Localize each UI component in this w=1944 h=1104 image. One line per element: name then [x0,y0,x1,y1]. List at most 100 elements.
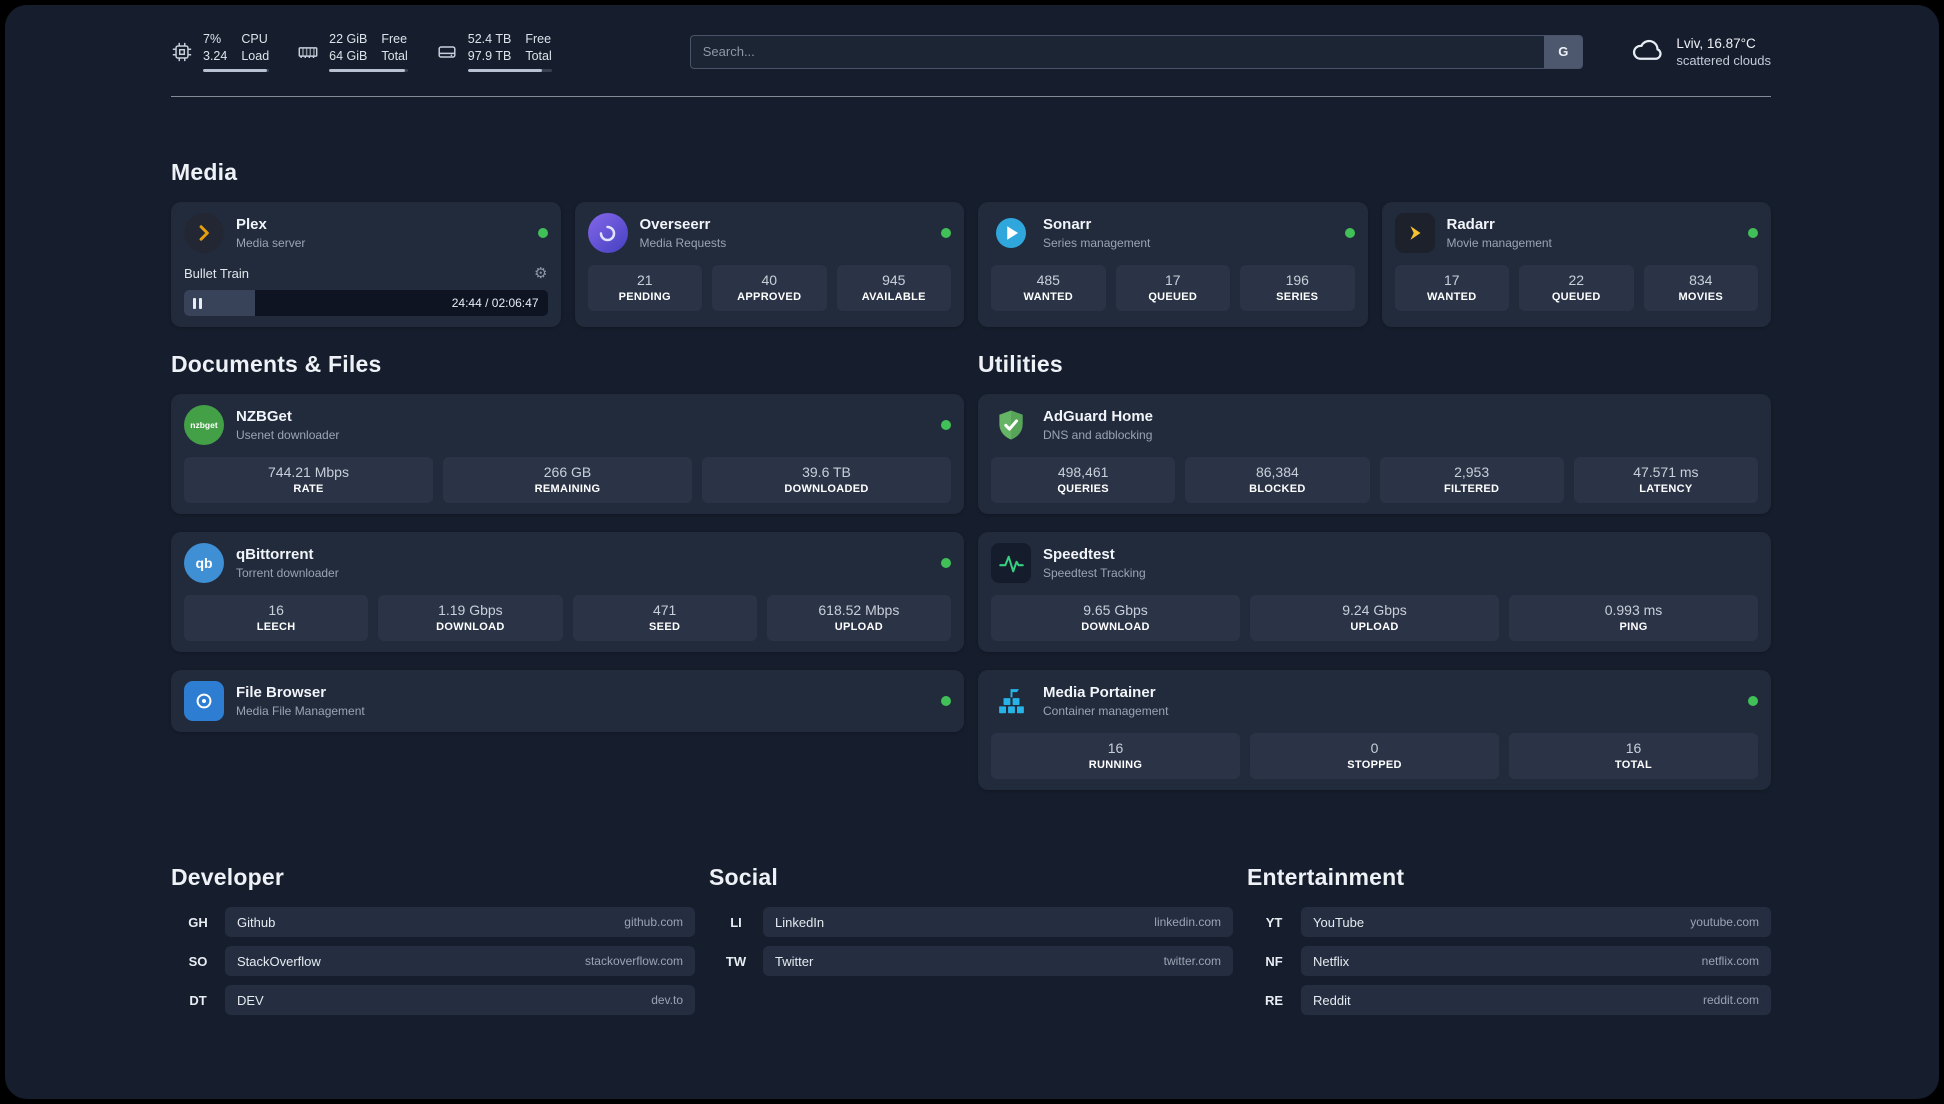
bookmark-link-netflix[interactable]: Netflix netflix.com [1301,946,1771,976]
disk-monitor: 52.4 TB 97.9 TB Free Total [436,31,552,72]
adguard-card[interactable]: AdGuard Home DNS and adblocking 498,461 … [978,394,1771,514]
stat-value: 9.24 Gbps [1342,602,1407,618]
bookmark-abbr: DT [189,992,207,1008]
topbar-divider [171,96,1771,97]
sonarr-icon [991,213,1031,253]
bookmark-url: github.com [624,915,683,929]
stat-label: MOVIES [1678,291,1724,303]
documents-section: Documents & Files nzbget NZBGet Usenet d… [171,351,964,750]
bookmark-link-twitter[interactable]: Twitter twitter.com [763,946,1233,976]
stat-tile: 16 TOTAL [1509,733,1758,779]
bookmark-row: LI LinkedIn linkedin.com [709,907,1233,937]
pause-icon[interactable] [193,297,202,309]
weather-location: Lviv, 16.87°C [1676,35,1756,51]
entertainment-bookmarks: Entertainment YT YouTube youtube.com NF … [1247,864,1771,1024]
stat-value: 40 [761,272,778,288]
cpu-icon [171,41,193,63]
stat-value: 16 [1625,740,1642,756]
bookmark-link-linkedin[interactable]: LinkedIn linkedin.com [763,907,1233,937]
stat-tile: 834 MOVIES [1643,265,1758,311]
app-subtitle: Movie management [1446,236,1552,250]
stat-tile: 2,953 FILTERED [1379,457,1564,503]
search-engine-button[interactable]: G [1544,35,1583,68]
disk-usage-bar [467,68,552,72]
stat-tile: 9.65 Gbps DOWNLOAD [991,595,1240,641]
settings-gear-icon[interactable]: ⚙ [534,265,548,282]
qbittorrent-card[interactable]: qb qBittorrent Torrent downloader 16 LEE… [171,532,964,652]
bookmark-link-dev[interactable]: DEV dev.to [225,985,695,1015]
bookmark-link-reddit[interactable]: Reddit reddit.com [1301,985,1771,1015]
stat-tile: 47.571 ms LATENCY [1573,457,1758,503]
weather-condition: scattered clouds [1676,52,1771,68]
stat-value: 16 [268,602,284,618]
stat-value: 266 GB [543,464,592,480]
documents-section-title: Documents & Files [171,351,382,377]
memory-total-label: Total [381,49,408,63]
stat-tile: 21 PENDING [587,265,702,311]
nzbget-icon-text: nzbget [190,420,218,430]
memory-icon [297,41,319,63]
playback-progress-bar[interactable]: 24:44 / 02:06:47 [184,290,548,316]
utilities-section-title: Utilities [978,351,1063,377]
radarr-card[interactable]: Radarr Movie management 17 WANTED 22 QUE… [1381,202,1771,327]
stat-label: LATENCY [1639,483,1693,495]
sonarr-card[interactable]: Sonarr Series management 485 WANTED 17 Q… [978,202,1368,327]
cloud-icon [1629,31,1665,72]
cpu-load-value: 3.24 [203,49,228,63]
stat-value: 744.21 Mbps [268,464,349,480]
bookmark-name: Netflix [1313,953,1350,969]
app-subtitle: Media Requests [639,236,727,250]
speedtest-card[interactable]: Speedtest Speedtest Tracking 9.65 Gbps D… [978,532,1771,652]
status-dot [941,696,951,706]
stat-label: DOWNLOADED [784,483,869,495]
filebrowser-card[interactable]: File Browser Media File Management [171,670,964,732]
bookmark-abbr: YT [1265,914,1283,930]
stat-tile: 1.19 Gbps DOWNLOAD [378,595,563,641]
stat-value: 834 [1689,272,1713,288]
stat-tile: 40 APPROVED [712,265,827,311]
stat-value: 21 [636,272,653,288]
plex-card[interactable]: Plex Media server Bullet Train ⚙ 24:44 /… [171,202,561,327]
status-dot [1344,228,1355,238]
disk-icon [436,41,458,63]
portainer-icon [991,681,1031,721]
bookmark-abbr: GH [188,914,208,930]
stat-label: SERIES [1276,291,1319,303]
utilities-section: Utilities AdGuard Home DNS and adblockin… [978,351,1771,808]
overseerr-card[interactable]: Overseerr Media Requests 21 PENDING 40 A… [574,202,964,327]
stat-value: 47.571 ms [1633,464,1699,480]
stat-label: LEECH [256,621,296,633]
overseerr-icon [587,213,628,253]
app-name: qBittorrent [236,546,314,563]
app-subtitle: Container management [1043,704,1169,718]
bookmark-link-github[interactable]: Github github.com [225,907,695,937]
stat-tile: 471 SEED [572,595,757,641]
qbittorrent-icon-text: qb [195,555,213,571]
search-input[interactable] [689,34,1584,69]
app-subtitle: Series management [1043,236,1151,250]
bookmark-url: youtube.com [1690,915,1759,929]
stat-tile: 744.21 Mbps RATE [184,457,433,503]
cpu-value: 7% [203,32,222,47]
bookmark-row: GH Github github.com [171,907,695,937]
bookmark-link-stackoverflow[interactable]: StackOverflow stackoverflow.com [225,946,695,976]
portainer-card[interactable]: Media Portainer Container management 16 … [978,670,1771,790]
stat-label: PENDING [618,291,671,303]
bookmark-abbr: LI [730,914,742,930]
bookmark-link-youtube[interactable]: YouTube youtube.com [1301,907,1771,937]
bookmark-abbr: RE [1264,992,1284,1008]
stat-label: REMAINING [534,483,601,495]
app-subtitle: Media File Management [236,704,365,718]
app-name: Sonarr [1043,216,1092,233]
app-name: Media Portainer [1043,684,1156,701]
disk-total-label: Total [525,49,552,63]
stat-label: STOPPED [1347,759,1402,771]
stat-label: FILTERED [1443,483,1500,495]
stat-value: 196 [1285,272,1309,288]
app-subtitle: Speedtest Tracking [1043,566,1146,580]
nzbget-card[interactable]: nzbget NZBGet Usenet downloader 744.21 M… [171,394,964,514]
qbittorrent-icon: qb [184,543,224,583]
app-subtitle: Torrent downloader [236,566,339,580]
system-monitors: 7% 3.24 CPU Load [171,31,552,72]
status-dot [941,420,951,430]
